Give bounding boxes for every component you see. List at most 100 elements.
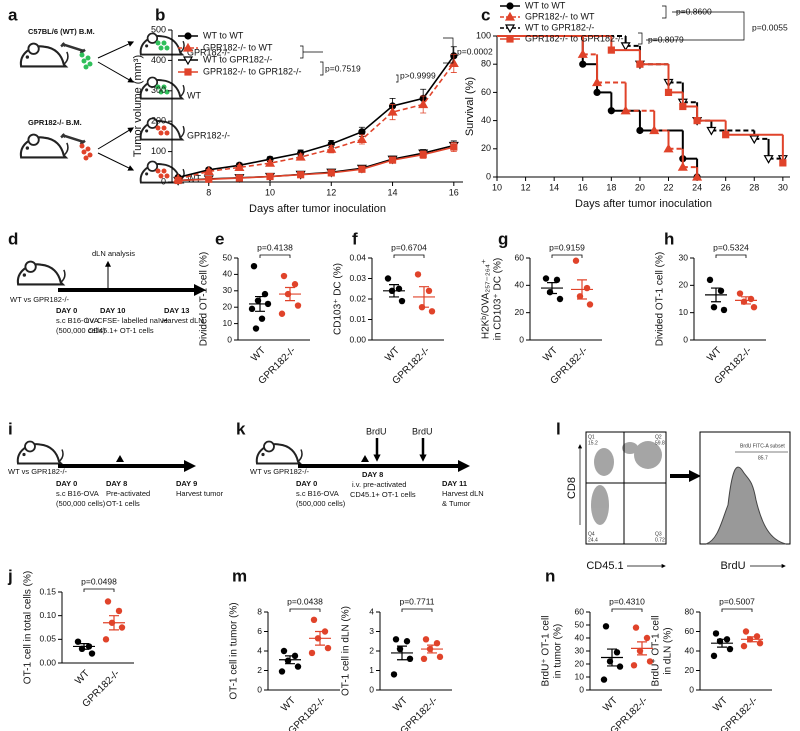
data-point [252, 325, 260, 332]
gate-name: BrdU FITC-A subset [740, 443, 785, 449]
marker [358, 128, 366, 136]
legend-marker [182, 56, 194, 66]
bracket [396, 37, 454, 83]
sem-bar [747, 636, 757, 643]
panel-label: b [155, 5, 165, 24]
panel-label: l [556, 419, 561, 438]
y-tick-label: 60 [515, 252, 525, 262]
legend-label: WT to WT [203, 30, 244, 40]
y-tick-label: 40 [575, 632, 585, 642]
quadrant-value: 24.4 [588, 537, 598, 543]
y-axis-label: BrdU⁺ OT-1 cell [651, 616, 662, 687]
p-value: p=0.0438 [287, 596, 323, 606]
marker [636, 126, 644, 135]
annotation: p=0.8079 [648, 34, 684, 44]
y-tick-label: 50 [223, 252, 233, 262]
y-axis-label: in dLN (%) [663, 627, 674, 674]
category-label: WT [73, 668, 92, 687]
data-point [630, 662, 638, 669]
sem-bar [741, 296, 751, 305]
y-tick-label: 0 [519, 334, 524, 344]
sem-bar [607, 648, 617, 667]
legend-label: GPR182-/- to GPR182-/- [203, 66, 302, 76]
quadrant-name: Q4 [588, 531, 595, 537]
y-axis-label: in tumor (%) [553, 624, 564, 678]
panel-label: a [8, 5, 18, 24]
marker [203, 166, 214, 175]
y-axis-label: H2Kᵇ/OVA₂₅₇₋₂₆₄⁺ [481, 259, 492, 339]
diagram-i: WT vs GPR182-/- DAY 0 s.c B16-OVA (500,0… [8, 440, 224, 508]
y-tick-label: 500 [151, 24, 166, 34]
sem-bar [717, 638, 727, 648]
series-line [177, 62, 455, 180]
day: DAY 0 [56, 306, 77, 315]
y-axis-label: CD103⁺ DC (%) [333, 263, 344, 335]
legend-label: WT to GPR182-/- [203, 54, 272, 64]
marker [677, 161, 688, 171]
step-text: (500,000 cells) [56, 499, 106, 508]
bone-icon [60, 42, 86, 54]
y-axis-label: Divided OT-1 cell (%) [199, 252, 210, 346]
data-point [398, 297, 406, 305]
category-label: WT [541, 345, 560, 364]
x-tick-label: 12 [326, 187, 336, 197]
marker [779, 159, 787, 167]
x-tick-label: 30 [778, 182, 788, 192]
recipient-label: WT [187, 173, 201, 183]
marker [722, 131, 730, 139]
marker [663, 143, 674, 153]
data-point [720, 306, 728, 314]
y-tick-label: 40 [515, 280, 525, 290]
bracket [300, 45, 304, 59]
data-point [291, 281, 299, 288]
y-axis-label: OT-1 cell in dLN (%) [341, 606, 352, 696]
legend-marker [184, 68, 192, 76]
sem-bar [397, 645, 407, 661]
data-point [420, 655, 428, 662]
panel-label: c [481, 5, 490, 24]
step-text: s.c B16-OVA [56, 316, 99, 325]
y-axis-label: Survival (%) [464, 77, 476, 136]
p-value: p=0.4138 [257, 242, 293, 252]
data-point [726, 645, 734, 653]
bracket [83, 588, 115, 592]
sem-bar [79, 642, 89, 650]
marker [693, 116, 701, 125]
sem-bar [711, 287, 721, 303]
marker [450, 143, 458, 151]
note: BrdU [366, 426, 387, 436]
y-tick-label: 80 [685, 606, 695, 616]
sem-bar [427, 644, 437, 654]
data-point [115, 607, 123, 615]
data-point [118, 624, 126, 631]
data-point [414, 271, 422, 278]
annotation: p=0.0002 [457, 46, 493, 56]
marker [295, 151, 306, 161]
x-tick-label: 14 [388, 187, 398, 197]
data-point [294, 302, 302, 309]
data-point [384, 275, 392, 282]
sem-bar [419, 286, 429, 308]
bracket [303, 51, 324, 76]
marker [387, 106, 398, 116]
y-tick-label: 60 [481, 87, 491, 97]
step-text: s.c B16-OVA [56, 489, 99, 498]
legend-label: WT to WT [525, 0, 566, 10]
data-point [717, 287, 725, 294]
step-text: i.v. CFSE- labelled naïve [86, 316, 168, 325]
marker [692, 171, 703, 181]
mouse-label: WT vs GPR182-/- [8, 467, 68, 476]
series-line [177, 55, 455, 179]
mouse-icon [19, 133, 69, 159]
y-tick-label: 100 [476, 30, 491, 40]
marker [636, 60, 644, 68]
p-value: p=0.5324 [713, 242, 749, 252]
panel-label: k [236, 419, 246, 438]
data-point [556, 295, 564, 303]
y-tick-label: 200 [151, 116, 166, 126]
sem-bar [255, 295, 265, 312]
marker [205, 175, 213, 183]
mouse-label: WT vs GPR182-/- [250, 467, 310, 476]
data-point [553, 276, 561, 284]
